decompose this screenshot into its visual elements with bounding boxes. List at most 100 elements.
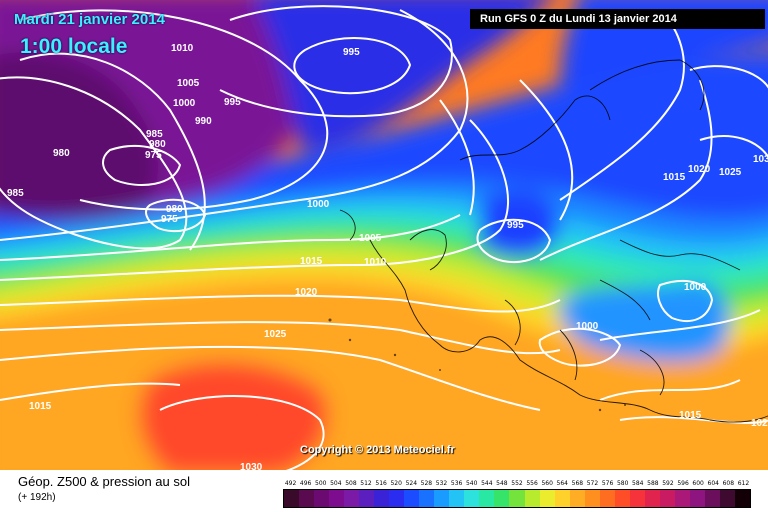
isobar-label: 1005 <box>359 233 382 244</box>
isobar-label: 1000 <box>684 282 707 293</box>
scale-swatch <box>404 490 420 507</box>
scale-swatch <box>554 490 570 507</box>
isobar-label: 1030 <box>240 462 263 471</box>
isobar-label: 1000 <box>307 199 330 210</box>
scale-label: 572 <box>586 480 599 487</box>
isobar-label: 980 <box>149 139 166 150</box>
isobar-label: 995 <box>343 47 360 58</box>
isobar-label: 102 <box>751 418 768 429</box>
scale-label: 536 <box>450 480 463 487</box>
isobar-label: 985 <box>7 188 24 199</box>
scale-label: 552 <box>511 480 523 487</box>
scale-label: 496 <box>299 480 312 487</box>
scale-label: 576 <box>601 480 614 487</box>
isobar-label: 1020 <box>688 164 711 175</box>
scale-label: 560 <box>541 480 553 487</box>
color-scale: 492 496 500 504 508 512 516 520 524 528 532 536 540 5… <box>283 480 751 508</box>
scale-swatch <box>644 490 660 507</box>
scale-label: 528 <box>420 480 433 487</box>
scale-swatch <box>389 490 405 507</box>
scale-swatch <box>479 490 495 507</box>
scale-label: 600 <box>692 480 704 487</box>
scale-swatch <box>719 490 735 507</box>
forecast-date: Mardi 21 janvier 2014 <box>14 11 165 28</box>
scale-swatch <box>329 490 345 507</box>
scale-label: 604 <box>707 480 719 487</box>
scale-swatch <box>539 490 555 507</box>
scale-label: 532 <box>435 480 448 487</box>
scale-label: 568 <box>571 480 584 487</box>
scale-label: 580 <box>616 480 629 487</box>
scale-label: 524 <box>405 480 418 487</box>
isobar-label: 1015 <box>679 410 702 421</box>
scale-swatch <box>629 490 645 507</box>
isobar-label: 985 <box>146 129 163 140</box>
scale-swatch <box>689 490 705 507</box>
scale-swatch <box>359 490 375 507</box>
forecast-time: 1:00 locale <box>20 35 128 58</box>
scale-swatch <box>674 490 690 507</box>
scale-bar <box>283 489 751 508</box>
isobar-label: 1025 <box>719 167 742 178</box>
scale-swatch <box>284 490 300 507</box>
legend-footer: Géop. Z500 & pression au sol (+ 192h) 49… <box>0 470 768 512</box>
scale-label: 592 <box>662 480 674 487</box>
map-title: Géop. Z500 & pression au sol <box>18 474 190 489</box>
isobar-label: 975 <box>161 214 178 225</box>
scale-label: 588 <box>647 480 659 487</box>
isobar-label: 1010 <box>364 257 387 268</box>
scale-swatch <box>509 490 525 507</box>
scale-swatch <box>524 490 540 507</box>
isobar-label: 995 <box>224 97 241 108</box>
geopotential-field <box>0 0 768 470</box>
scale-swatch <box>314 490 330 507</box>
run-info: Run GFS 0 Z du Lundi 13 janvier 2014 <box>470 9 765 29</box>
scale-swatch <box>299 490 315 507</box>
scale-swatch <box>464 490 480 507</box>
weather-map: 1010 995 1005 1000 995 990 985 980 975 9… <box>0 0 768 470</box>
scale-label: 544 <box>481 480 493 487</box>
copyright: Copyright © 2013 Meteociel.fr <box>300 444 455 456</box>
scale-label: 596 <box>677 480 689 487</box>
scale-label: 556 <box>526 480 538 487</box>
isobar-label: 975 <box>145 150 162 161</box>
isobar-label: 1000 <box>576 321 599 332</box>
scale-swatch <box>569 490 585 507</box>
scale-label: 520 <box>390 480 402 487</box>
isobar-label: 990 <box>195 116 212 127</box>
isobar-label: 1005 <box>177 78 200 89</box>
isobar-label: 1020 <box>295 287 318 298</box>
scale-swatch <box>614 490 630 507</box>
isobar-label: 995 <box>507 220 524 231</box>
forecast-offset: (+ 192h) <box>18 492 56 503</box>
isobar-label: 1000 <box>173 98 196 109</box>
scale-label: 504 <box>330 480 342 487</box>
scale-swatch <box>494 490 510 507</box>
scale-swatch <box>419 490 435 507</box>
scale-label: 500 <box>315 480 327 487</box>
scale-swatch <box>434 490 450 507</box>
scale-label: 516 <box>375 480 387 487</box>
isobar-label: 1015 <box>29 401 52 412</box>
scale-label: 540 <box>465 480 478 487</box>
scale-label: 608 <box>722 480 735 487</box>
isobar-label: 103 <box>753 154 768 165</box>
isobar-label: 1015 <box>300 256 323 267</box>
isobar-label: 980 <box>53 148 70 159</box>
scale-swatch <box>599 490 615 507</box>
scale-label: 512 <box>360 480 372 487</box>
scale-swatch <box>584 490 600 507</box>
scale-label: 508 <box>345 480 357 487</box>
scale-label: 548 <box>496 480 508 487</box>
scale-label: 492 <box>284 480 297 487</box>
scale-swatch <box>344 490 360 507</box>
scale-label: 612 <box>737 480 750 487</box>
isobar-label: 1015 <box>663 172 686 183</box>
scale-swatch <box>659 490 675 507</box>
isobar-label: 1010 <box>171 43 194 54</box>
scale-label: 564 <box>556 480 568 487</box>
isobar-label: 980 <box>166 204 183 215</box>
scale-swatch <box>734 490 750 507</box>
isobar-label: 1025 <box>264 329 287 340</box>
scale-labels: 492 496 500 504 508 512 516 520 524 528 532 536 540 5… <box>283 480 751 489</box>
